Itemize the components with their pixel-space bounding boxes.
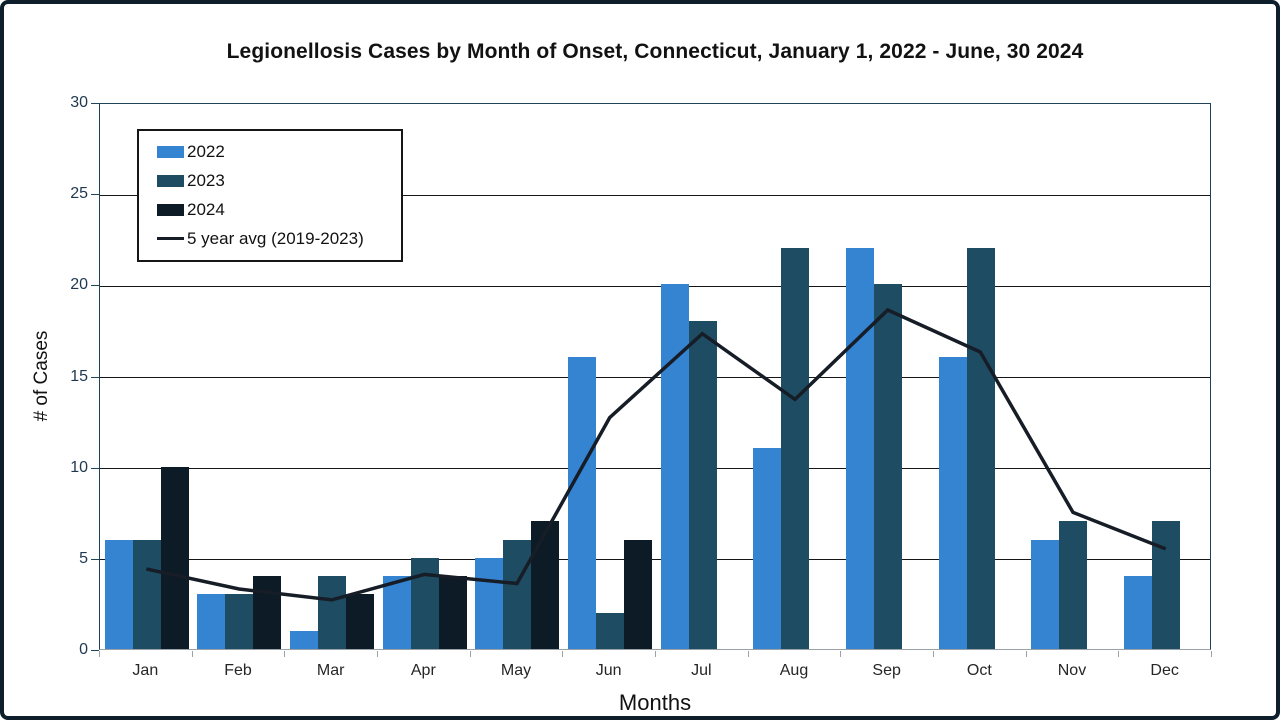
x-tick-mark-11: [1118, 651, 1120, 657]
legend-swatch-2024: [157, 203, 184, 216]
x-tick-label-sep: Sep: [872, 662, 901, 679]
x-tick-label-jun: Jun: [595, 662, 622, 679]
legend-swatch-2022: [157, 146, 184, 159]
bar-2024-apr: [438, 576, 467, 649]
y-tick-mark-10: [91, 467, 99, 469]
bar-2023-jun: [596, 612, 625, 649]
bar-2023-dec: [1152, 521, 1181, 649]
x-tick-mark-2: [284, 651, 286, 657]
gridline-5: [100, 559, 1210, 561]
x-tick-label-jan: Jan: [132, 662, 159, 679]
gridline-10: [100, 468, 1210, 470]
x-tick-label-may: May: [500, 662, 532, 679]
legend-swatch-5yr-avg-line: [157, 237, 184, 241]
x-tick-label-aug: Aug: [779, 662, 809, 679]
x-tick-label-apr: Apr: [410, 662, 436, 679]
bar-2022-dec: [1124, 576, 1153, 649]
legend: 2022 2023 2024 5 year avg (2019-2023): [137, 129, 403, 262]
bar-2022-oct: [938, 357, 967, 649]
x-tick-mark-5: [562, 651, 564, 657]
y-tick-label-15: 15: [70, 367, 88, 385]
chart-title: Legionellosis Cases by Month of Onset, C…: [226, 40, 1084, 63]
y-tick-label-5: 5: [79, 549, 88, 567]
x-tick-label-feb: Feb: [224, 662, 252, 679]
bar-2024-mar: [346, 594, 375, 649]
bar-2024-jan: [160, 466, 189, 649]
x-tick-label-nov: Nov: [1057, 662, 1087, 679]
x-tick-mark-9: [933, 651, 934, 657]
bar-2023-nov: [1059, 521, 1088, 649]
bar-2022-nov: [1031, 539, 1060, 649]
y-tick-mark-20: [91, 285, 99, 287]
gridline-20: [100, 285, 1210, 287]
x-tick-mark-3: [377, 651, 378, 657]
x-tick-label-dec: Dec: [1150, 662, 1179, 679]
x-tick-label-jul: Jul: [691, 662, 712, 679]
legend-item-2024: 2024: [157, 200, 401, 220]
bar-2023-jan: [132, 539, 161, 649]
x-tick-label-oct: Oct: [966, 662, 992, 679]
legend-swatch-2023: [157, 175, 184, 188]
legend-item-2022: 2022: [157, 142, 401, 162]
bar-2022-jan: [104, 539, 133, 649]
gridline-25: [100, 194, 1210, 196]
y-tick-label-0: 0: [79, 641, 88, 658]
legend-item-2023: 2023: [157, 171, 401, 191]
y-tick-label-20: 20: [70, 276, 88, 294]
x-axis-title: Months: [618, 690, 692, 715]
bar-2023-aug: [781, 247, 810, 649]
legend-label-5yr-avg: 5 year avg (2019-2023): [187, 228, 364, 248]
y-tick-label-30: 30: [70, 94, 88, 111]
bar-2024-feb: [253, 576, 282, 649]
x-tick-mark-12: [1211, 651, 1212, 657]
y-tick-label-10: 10: [70, 458, 88, 476]
bar-2024-jun: [624, 539, 653, 649]
bar-2023-may: [503, 539, 532, 649]
x-tick-mark-8: [840, 651, 842, 657]
bar-2023-oct: [966, 247, 995, 649]
bar-2023-jul: [688, 320, 717, 649]
bar-2024-may: [531, 521, 560, 649]
y-tick-mark-0: [91, 650, 99, 651]
five-year-avg-line: [145, 307, 1167, 602]
x-tick-mark-6: [655, 651, 656, 657]
y-tick-label-25: 25: [70, 185, 88, 203]
bar-2022-may: [475, 557, 504, 649]
bar-2023-sep: [874, 284, 903, 649]
plot-area: [99, 103, 1211, 650]
bar-2022-sep: [846, 247, 875, 649]
bar-2022-apr: [382, 576, 411, 649]
y-tick-mark-15: [91, 376, 99, 378]
x-tick-mark-7: [747, 651, 749, 657]
bar-2022-feb: [197, 594, 226, 649]
bar-2023-mar: [318, 576, 347, 649]
bar-2022-mar: [290, 630, 319, 649]
bar-2022-aug: [753, 448, 782, 649]
x-tick-mark-1: [191, 651, 193, 657]
x-tick-mark-4: [469, 651, 471, 657]
legend-item-5yr-avg: 5 year avg (2019-2023): [157, 229, 401, 249]
x-tick-label-mar: Mar: [316, 662, 345, 679]
legend-label-2024: 2024: [187, 199, 225, 219]
bar-2022-jun: [568, 357, 597, 649]
legend-label-2023: 2023: [187, 171, 225, 191]
bar-2023-feb: [225, 594, 254, 649]
legend-label-2022: 2022: [187, 142, 225, 162]
y-tick-mark-25: [91, 194, 99, 196]
y-tick-mark-30: [91, 103, 99, 104]
bar-2022-jul: [660, 284, 689, 649]
y-tick-mark-5: [91, 558, 99, 560]
x-tick-mark-0: [99, 651, 100, 657]
x-tick-mark-10: [1025, 651, 1027, 657]
